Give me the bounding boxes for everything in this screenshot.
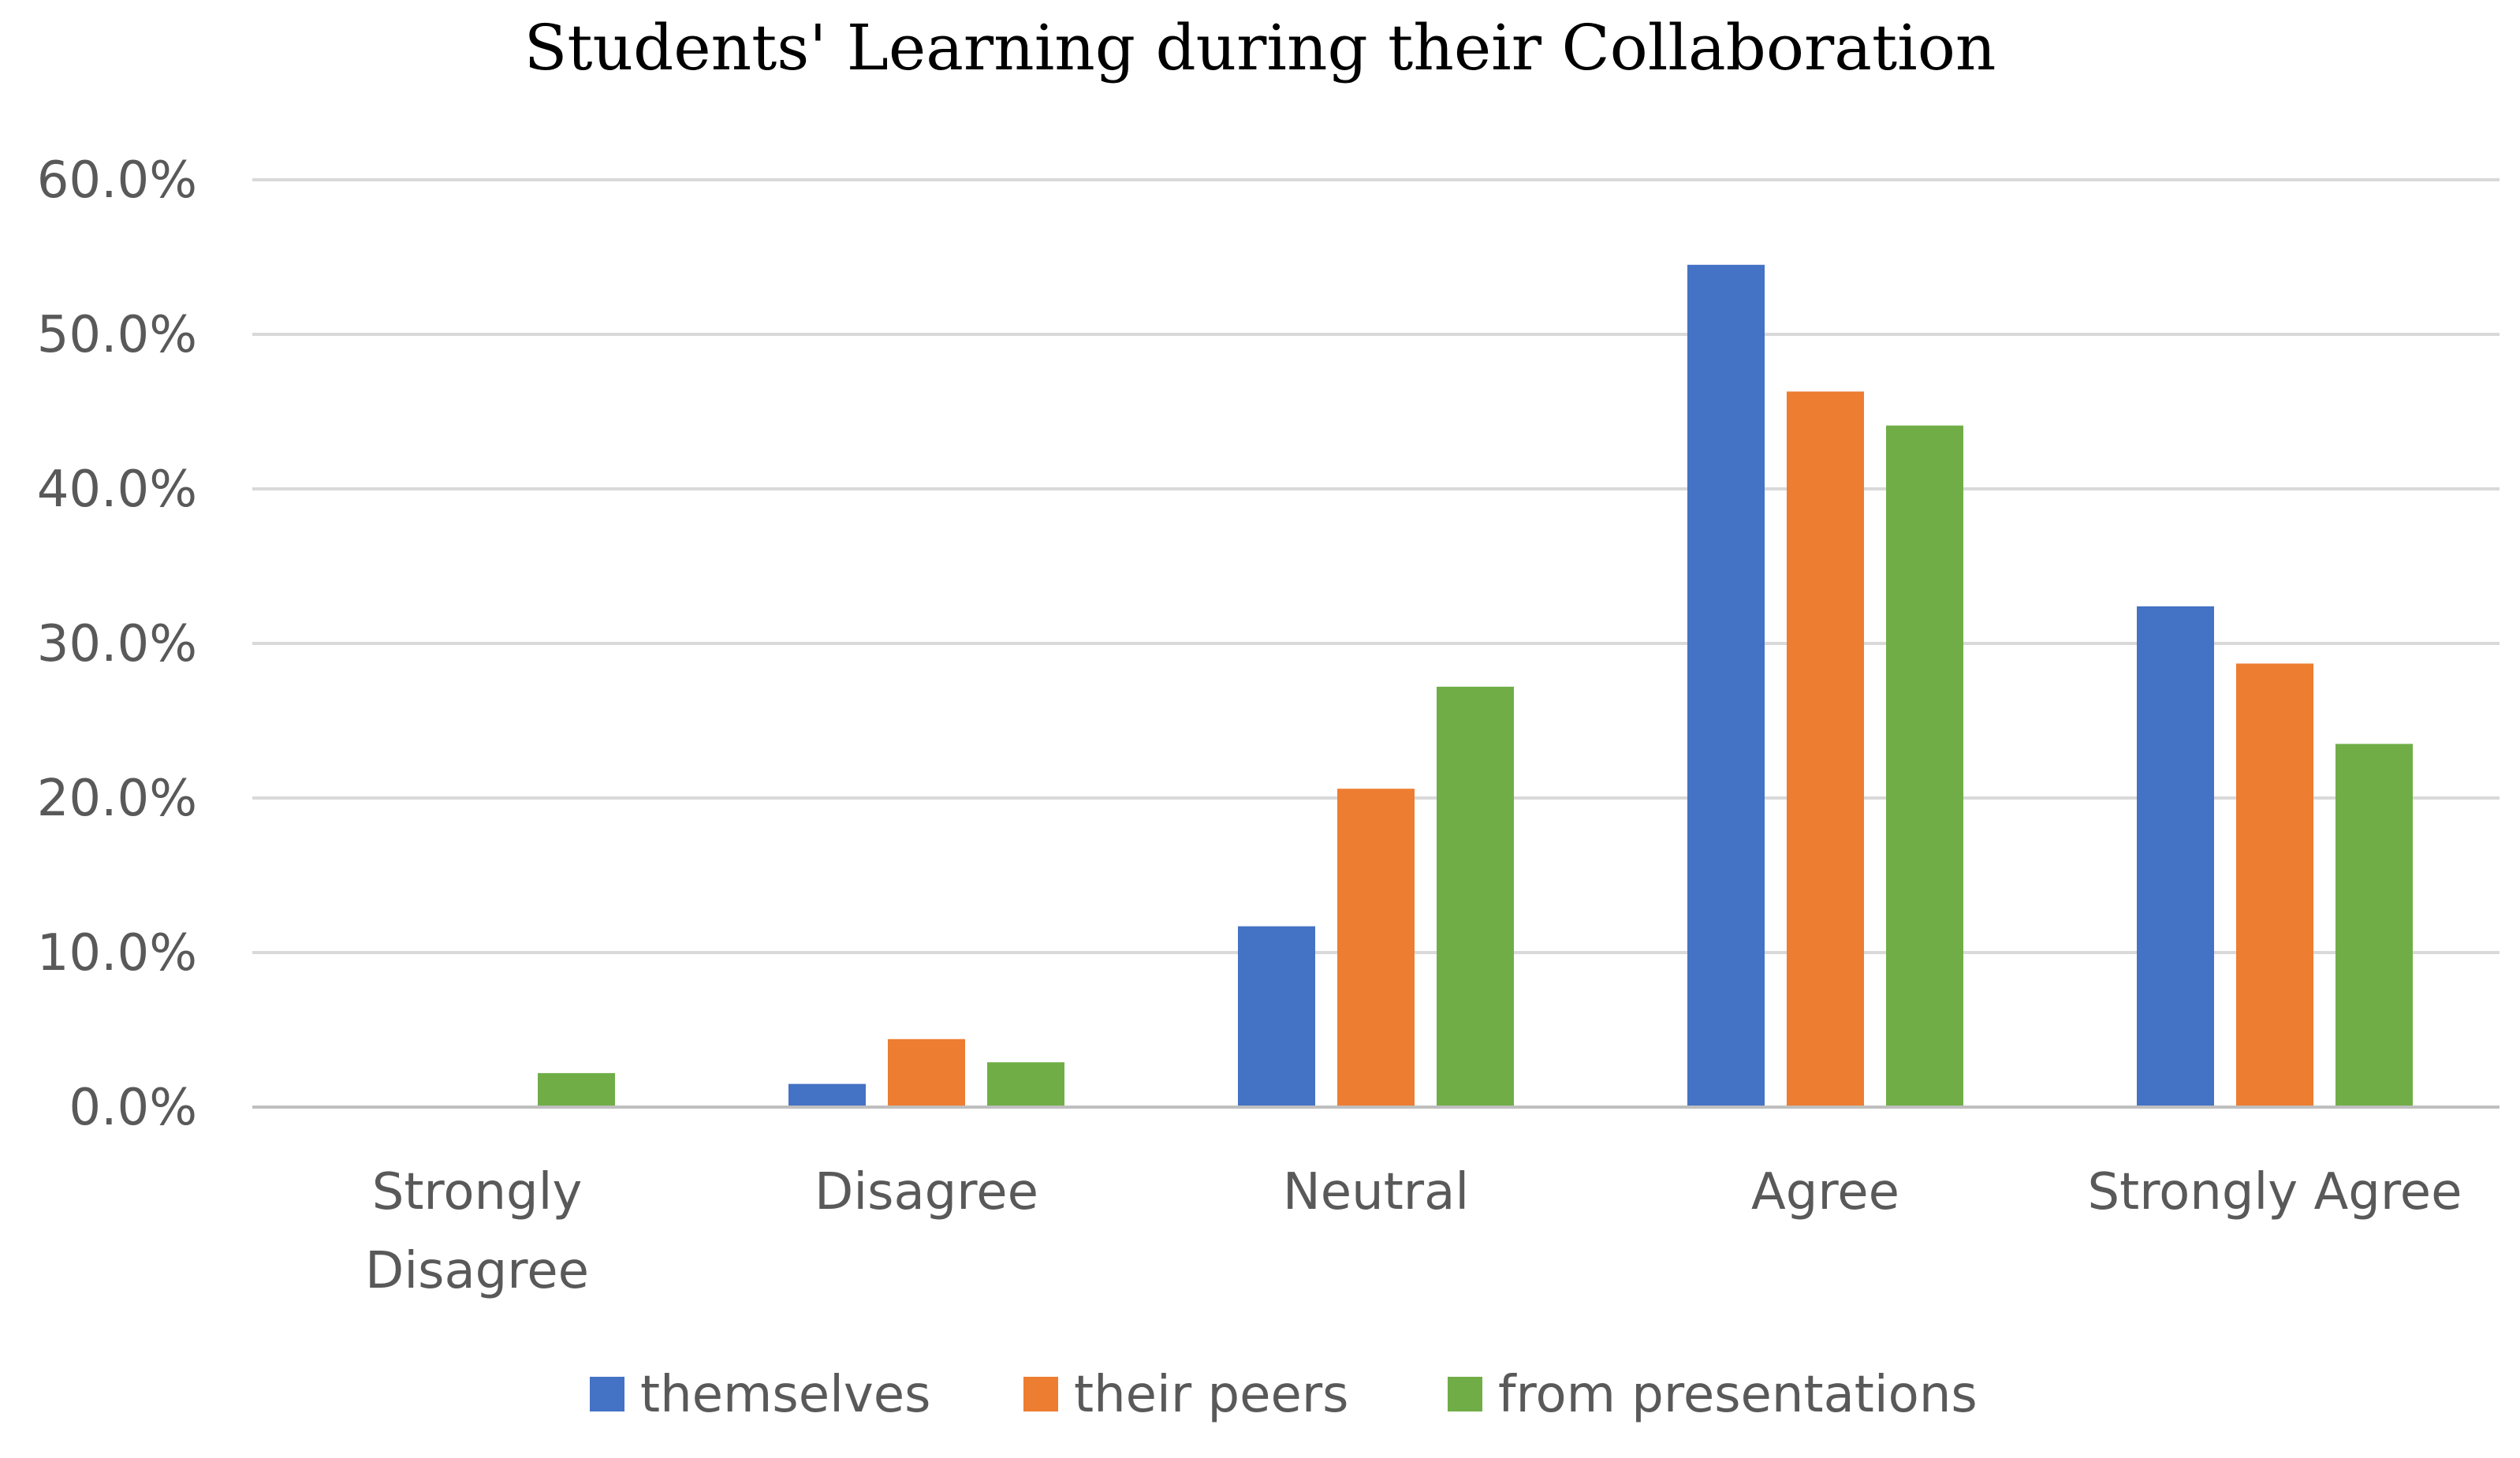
bar-from-presentations-agree [1886,425,1963,1107]
bar-from-presentations-strongly-agree [2335,744,2413,1107]
bar-their-peers-neutral [1337,789,1415,1107]
bar-their-peers-agree [1787,391,1864,1107]
bars [538,264,2413,1107]
legend-label: from presentations [1498,1366,1978,1424]
bar-their-peers-strongly-agree [2236,663,2313,1107]
legend-swatch [590,1377,624,1411]
bar-themselves-disagree [788,1083,866,1107]
bar-themselves-agree [1687,264,1765,1107]
bar-from-presentations-disagree [987,1062,1064,1107]
bar-from-presentations-strongly-disagree [538,1072,615,1107]
legend-label: themselves [640,1366,930,1424]
bar-themselves-strongly-agree [2137,606,2214,1107]
chart-title: Students' Learning during their Collabor… [524,11,1996,84]
y-axis-tick-labels: 0.0% 10.0% 20.0% 30.0% 40.0% 50.0% 60.0% [37,151,197,1137]
bar-themselves-neutral [1238,926,1315,1107]
legend-swatch [1448,1377,1482,1411]
y-tick-label: 30.0% [37,615,197,673]
x-category-label: Disagree [815,1163,1038,1221]
y-tick-label: 50.0% [37,306,197,364]
legend: themselves their peers from presentations [590,1366,1978,1424]
legend-label: their peers [1074,1366,1349,1424]
gridlines [252,178,2499,954]
legend-swatch [1023,1377,1058,1411]
x-axis-category-labels: Strongly Disagree Disagree Neutral Agree Stro… [365,1163,2462,1300]
y-tick-label: 0.0% [69,1079,197,1137]
y-tick-label: 20.0% [37,770,197,828]
x-category-label: Disagree [365,1242,589,1300]
bar-their-peers-disagree [888,1038,965,1107]
bar-from-presentations-neutral [1437,686,1514,1107]
y-tick-label: 40.0% [37,461,197,519]
x-category-label: Strongly [372,1163,583,1221]
x-category-label: Agree [1751,1163,1899,1221]
x-category-label: Neutral [1283,1163,1469,1221]
y-tick-label: 60.0% [37,151,197,210]
x-category-label: Strongly Agree [2087,1163,2462,1221]
y-tick-label: 10.0% [37,924,197,983]
